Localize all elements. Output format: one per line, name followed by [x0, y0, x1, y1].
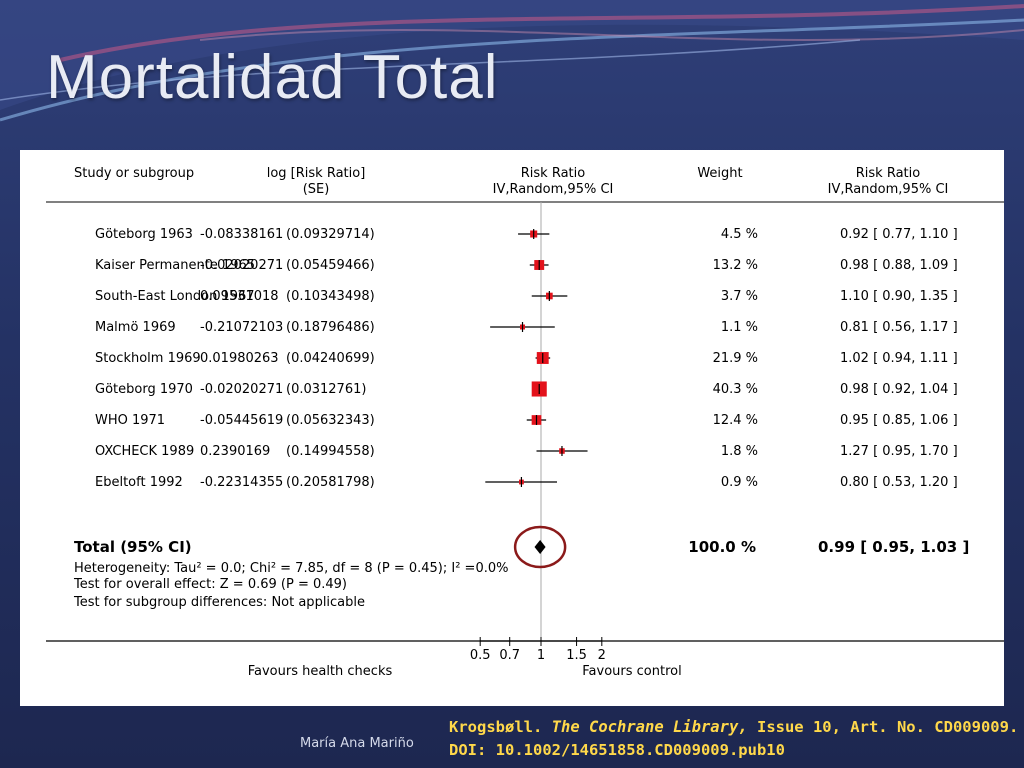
- study-se: (0.05459466): [286, 258, 375, 273]
- x-tick-label: 0.7: [499, 648, 520, 663]
- citation-details: Issue 10, Art. No. CD009009. DOI: 10.100…: [449, 718, 1019, 759]
- x-tick-label: 2: [598, 648, 606, 663]
- study-logrr: 0.2390169: [200, 444, 270, 459]
- axis-left-label: Favours health checks: [248, 664, 393, 679]
- table-row: Göteborg 1963 -0.08338161 (0.09329714) 4.5 …: [95, 227, 958, 242]
- study-name: Malmö 1969: [95, 320, 176, 335]
- study-name: Kaiser Permanente 1965: [95, 258, 255, 273]
- table-row: Göteborg 1970 -0.02020271 (0.0312761) 40.3 …: [95, 381, 958, 397]
- total-label: Total (95% CI): [74, 538, 192, 556]
- header-method-plot: IV,Random,95% CI: [493, 182, 614, 197]
- header-logrr: log [Risk Ratio]: [267, 166, 366, 181]
- citation-authors: Krogsbøll.: [449, 718, 543, 736]
- header-risk-ratio-text: Risk Ratio: [856, 166, 921, 181]
- heterogeneity-text: Heterogeneity: Tau² = 0.0; Chi² = 7.85, …: [74, 561, 508, 576]
- study-logrr: -0.08338161: [200, 227, 283, 242]
- header-se: (SE): [303, 182, 330, 197]
- study-ci: 1.10 [ 0.90, 1.35 ]: [840, 289, 958, 304]
- table-row: Stockholm 1969 0.01980263 (0.04240699) 21.9…: [95, 351, 958, 366]
- study-se: (0.0312761): [286, 382, 366, 397]
- study-weight: 1.8 %: [721, 444, 758, 459]
- slide-title: Mortalidad Total: [46, 43, 499, 112]
- study-name: Göteborg 1963: [95, 227, 193, 242]
- forest-plot: Study or subgroup log [Risk Ratio] (SE) …: [46, 166, 1004, 679]
- study-ci: 0.95 [ 0.85, 1.06 ]: [840, 413, 958, 428]
- x-tick-label: 1: [537, 648, 545, 663]
- study-logrr: -0.05445619: [200, 413, 283, 428]
- total-diamond: [534, 540, 546, 554]
- header-risk-ratio-plot: Risk Ratio: [521, 166, 586, 181]
- study-se: (0.14994558): [286, 444, 375, 459]
- study-ci: 0.92 [ 0.77, 1.10 ]: [840, 227, 958, 242]
- study-ci: 0.98 [ 0.88, 1.09 ]: [840, 258, 958, 273]
- study-logrr: -0.22314355: [200, 475, 283, 490]
- header-weight: Weight: [697, 166, 742, 181]
- table-row: OXCHECK 1989 0.2390169 (0.14994558) 1.8 % 1.…: [95, 444, 958, 459]
- study-name: Ebeltoft 1992: [95, 475, 183, 490]
- citation-journal: The Cochrane Library,: [551, 718, 748, 736]
- author-name: María Ana Mariño: [300, 736, 414, 751]
- study-ci: 0.80 [ 0.53, 1.20 ]: [840, 475, 958, 490]
- study-weight: 12.4 %: [713, 413, 758, 428]
- citation: Krogsbøll. The Cochrane Library, Issue 1…: [449, 716, 1019, 762]
- study-ci: 0.98 [ 0.92, 1.04 ]: [840, 382, 958, 397]
- table-row: Malmö 1969 -0.21072103 (0.18796486) 1.1 % 0.…: [95, 320, 958, 335]
- table-row: Ebeltoft 1992 -0.22314355 (0.20581798) 0.9 …: [95, 475, 958, 490]
- title-swoosh-decoration: [0, 0, 1024, 122]
- study-se: (0.18796486): [286, 320, 375, 335]
- study-logrr: -0.21072103: [200, 320, 283, 335]
- study-ci: 0.81 [ 0.56, 1.17 ]: [840, 320, 958, 335]
- study-ci: 1.27 [ 0.95, 1.70 ]: [840, 444, 958, 459]
- study-name: OXCHECK 1989: [95, 444, 194, 459]
- study-se: (0.10343498): [286, 289, 375, 304]
- study-name: Stockholm 1969: [95, 351, 201, 366]
- study-logrr: 0.09531018: [200, 289, 279, 304]
- study-weight: 21.9 %: [713, 351, 758, 366]
- x-tick-label: 0.5: [470, 648, 491, 663]
- subgroup-text: Test for subgroup differences: Not appli…: [73, 595, 365, 610]
- study-name: South-East London 1967: [95, 289, 255, 304]
- study-logrr: 0.01980263: [200, 351, 279, 366]
- overall-effect-text: Test for overall effect: Z = 0.69 (P = 0…: [73, 577, 347, 592]
- study-name: Göteborg 1970: [95, 382, 193, 397]
- study-se: (0.20581798): [286, 475, 375, 490]
- study-weight: 0.9 %: [721, 475, 758, 490]
- study-se: (0.04240699): [286, 351, 375, 366]
- study-weight: 13.2 %: [713, 258, 758, 273]
- study-weight: 4.5 %: [721, 227, 758, 242]
- highlight-circle: [513, 525, 567, 569]
- study-name: WHO 1971: [95, 413, 165, 428]
- study-ci: 1.02 [ 0.94, 1.11 ]: [840, 351, 958, 366]
- total-weight: 100.0 %: [688, 538, 756, 556]
- x-tick-label: 1.5: [566, 648, 587, 663]
- table-row: Kaiser Permanente 1965-0.02020271 (0.0545…: [95, 258, 958, 273]
- forest-plot-panel: Study or subgroup log [Risk Ratio] (SE) …: [20, 150, 1004, 706]
- study-logrr: -0.02020271: [200, 258, 283, 273]
- study-logrr: -0.02020271: [200, 382, 283, 397]
- study-se: (0.09329714): [286, 227, 375, 242]
- study-weight: 40.3 %: [713, 382, 758, 397]
- total-ci: 0.99 [ 0.95, 1.03 ]: [818, 538, 969, 556]
- axis-right-label: Favours control: [582, 664, 681, 679]
- header-study: Study or subgroup: [74, 166, 194, 181]
- table-row: WHO 1971 -0.05445619 (0.05632343) 12.4 % 0.9…: [95, 413, 958, 428]
- study-se: (0.05632343): [286, 413, 375, 428]
- study-weight: 3.7 %: [721, 289, 758, 304]
- study-weight: 1.1 %: [721, 320, 758, 335]
- header-method-text: IV,Random,95% CI: [828, 182, 949, 197]
